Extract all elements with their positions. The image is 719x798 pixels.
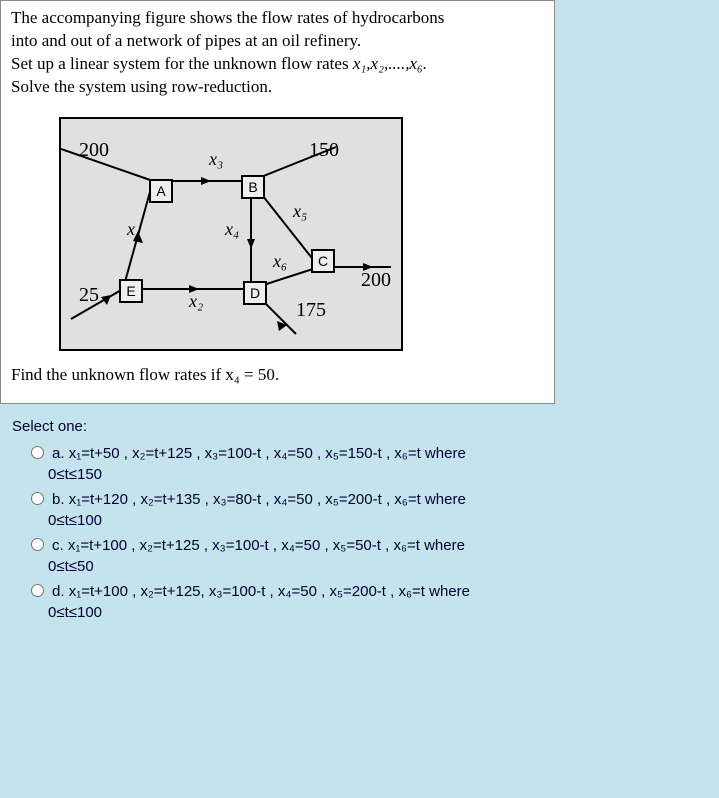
vars: x₁,x₂,....,x₆. [353,54,427,73]
node-D: D [243,281,267,305]
followup-question: Find the unknown flow rates if x₄ = 50. [11,365,544,385]
letter: a. [52,445,65,462]
letter: c. [52,537,64,554]
flow-out-right: 200 [361,269,391,292]
flow-in-top-left: 200 [79,139,109,162]
radio-a[interactable] [31,446,44,459]
body: x₁=t+100 , x₂=t+125, x₃=100-t , x₄=50 , … [69,583,470,600]
var-x6: x₆ [273,251,287,272]
flow-in-bottom-left: 25 [79,284,99,307]
answer-block: Select one: a. x₁=t+50 , x₂=t+125 , x₃=1… [0,404,719,645]
problem-line: The accompanying figure shows the flow r… [11,7,544,30]
problem-statement: The accompanying figure shows the flow r… [0,0,555,404]
node-E: E [119,279,143,303]
body: x₁=t+100 , x₂=t+125 , x₃=100-t , x₄=50 ,… [68,537,465,554]
flow-out-down: 175 [296,299,326,322]
option-text: c. x₁=t+100 , x₂=t+125 , x₃=100-t , x₄=5… [52,535,465,556]
node-A: A [149,179,173,203]
problem-line: Set up a linear system for the unknown f… [11,53,544,76]
var-x3: x₃ [209,149,223,170]
option-c[interactable]: c. x₁=t+100 , x₂=t+125 , x₃=100-t , x₄=5… [26,535,709,556]
letter: d. [52,583,65,600]
option-text: d. x₁=t+100 , x₂=t+125, x₃=100-t , x₄=50… [52,581,470,602]
flow-out-top-right: 150 [309,139,339,162]
constraint-d: 0≤t≤100 [48,604,709,621]
radio-d[interactable] [31,584,44,597]
pipe-network-figure: 200 150 25 200 175 A B C D E x₁ x₂ x₃ x₄… [59,117,403,351]
option-a[interactable]: a. x₁=t+50 , x₂=t+125 , x₃=100-t , x₄=50… [26,443,709,464]
problem-line: into and out of a network of pipes at an… [11,30,544,53]
select-one-label: Select one: [12,418,709,435]
option-d[interactable]: d. x₁=t+100 , x₂=t+125, x₃=100-t , x₄=50… [26,581,709,602]
radio-c[interactable] [31,538,44,551]
text: Set up a linear system for the unknown f… [11,54,353,73]
constraint-c: 0≤t≤50 [48,558,709,575]
problem-text: The accompanying figure shows the flow r… [11,7,544,99]
option-text: b. x₁=t+120 , x₂=t+135 , x₃=80-t , x₄=50… [52,489,466,510]
node-C: C [311,249,335,273]
node-B: B [241,175,265,199]
var-x1: x₁ [127,219,141,240]
letter: b. [52,491,65,508]
var-x4: x₄ [225,219,239,240]
option-b[interactable]: b. x₁=t+120 , x₂=t+135 , x₃=80-t , x₄=50… [26,489,709,510]
text: Find the unknown flow rates if x₄ = 50. [11,365,279,384]
constraint-a: 0≤t≤150 [48,466,709,483]
body: x₁=t+50 , x₂=t+125 , x₃=100-t , x₄=50 , … [69,445,466,462]
var-x2: x₂ [189,291,203,312]
problem-line: Solve the system using row-reduction. [11,76,544,99]
radio-b[interactable] [31,492,44,505]
constraint-b: 0≤t≤100 [48,512,709,529]
var-x5: x₅ [293,201,307,222]
body: x₁=t+120 , x₂=t+135 , x₃=80-t , x₄=50 , … [69,491,466,508]
option-text: a. x₁=t+50 , x₂=t+125 , x₃=100-t , x₄=50… [52,443,466,464]
